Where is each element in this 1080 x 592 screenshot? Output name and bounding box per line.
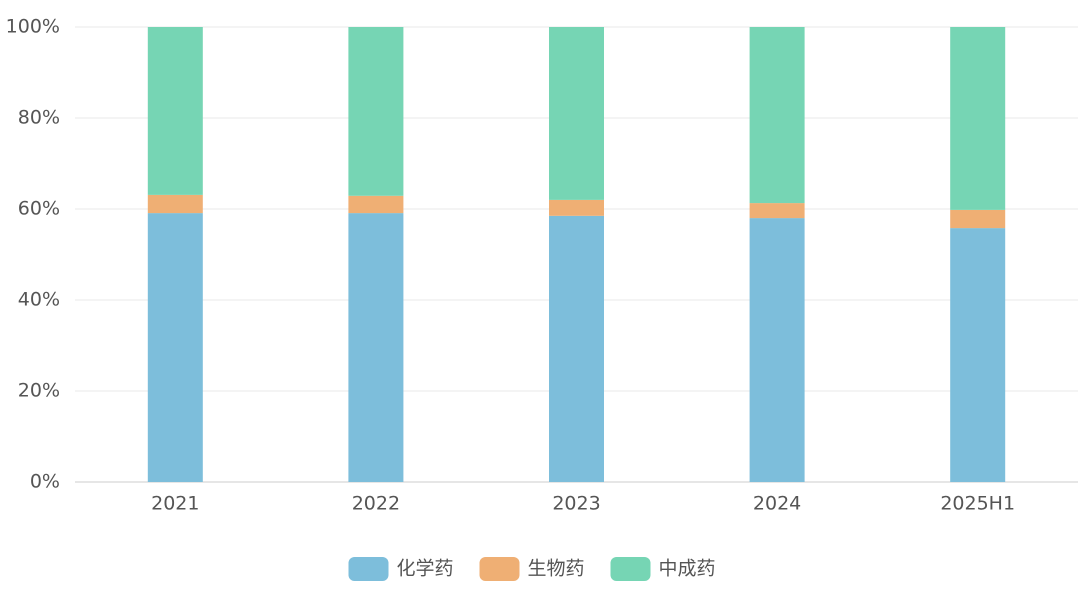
bar-segment: [348, 213, 404, 482]
x-tick-label: 2025H1: [940, 493, 1015, 515]
legend-swatch: [348, 557, 389, 581]
bar-segment: [749, 218, 805, 482]
bar-segment: [147, 213, 203, 482]
bar-segment: [749, 27, 805, 204]
y-tick-label: 20%: [18, 380, 60, 402]
bar-segment: [749, 203, 805, 219]
legend-swatch: [610, 557, 651, 581]
bar-segment: [950, 209, 1006, 229]
legend-label: 中成药: [659, 558, 716, 580]
bar-segment: [950, 228, 1006, 482]
bar-segment: [348, 195, 404, 214]
x-tick-label: 2023: [552, 493, 600, 515]
y-tick-label: 0%: [30, 471, 60, 493]
bar-segment: [950, 27, 1006, 210]
legend-swatch: [479, 557, 520, 581]
legend-label: 生物药: [528, 558, 585, 580]
legend-label: 化学药: [397, 558, 454, 580]
x-tick-label: 2021: [151, 493, 199, 515]
y-tick-label: 40%: [18, 289, 60, 311]
x-tick-label: 2022: [352, 493, 400, 515]
bar-segment: [348, 27, 404, 196]
bar-segment: [549, 215, 604, 482]
bar-segment: [549, 27, 604, 200]
y-tick-label: 60%: [18, 198, 60, 220]
bar-segment: [147, 194, 203, 214]
bar-segment: [147, 27, 203, 195]
y-tick-label: 80%: [18, 107, 60, 129]
x-tick-label: 2024: [753, 493, 801, 515]
y-tick-label: 100%: [6, 16, 60, 38]
bar-segment: [549, 199, 604, 216]
